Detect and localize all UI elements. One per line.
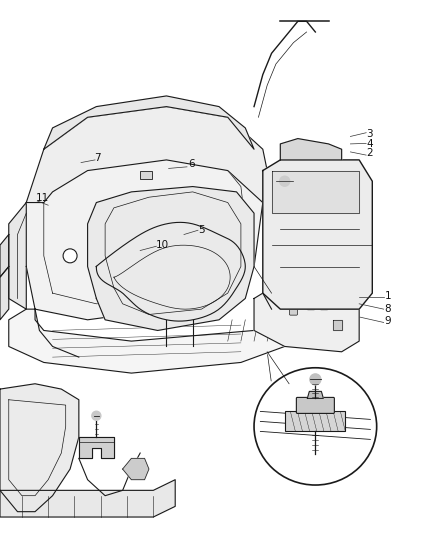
Polygon shape	[263, 160, 372, 309]
Text: 4: 4	[366, 139, 373, 149]
Polygon shape	[272, 171, 359, 213]
Text: 11: 11	[36, 193, 49, 203]
Polygon shape	[0, 235, 9, 277]
Text: 5: 5	[198, 225, 205, 235]
Text: 10: 10	[155, 240, 169, 250]
Text: 3: 3	[366, 130, 373, 139]
Text: 1: 1	[385, 292, 391, 301]
FancyBboxPatch shape	[290, 303, 297, 315]
Circle shape	[280, 176, 290, 186]
Polygon shape	[307, 391, 323, 398]
Polygon shape	[280, 139, 342, 160]
Polygon shape	[0, 384, 79, 512]
FancyBboxPatch shape	[320, 298, 328, 310]
Text: 8: 8	[385, 304, 391, 314]
Polygon shape	[9, 309, 298, 373]
Polygon shape	[88, 187, 254, 330]
Circle shape	[310, 374, 321, 385]
Polygon shape	[44, 96, 254, 149]
Bar	[140, 171, 152, 179]
Polygon shape	[333, 320, 342, 330]
Polygon shape	[0, 480, 175, 517]
FancyBboxPatch shape	[297, 398, 334, 414]
Polygon shape	[26, 107, 272, 203]
Polygon shape	[79, 437, 114, 458]
Bar	[286, 411, 345, 431]
Polygon shape	[0, 266, 9, 320]
Polygon shape	[9, 203, 26, 309]
Text: 7: 7	[95, 153, 101, 163]
Polygon shape	[123, 458, 149, 480]
Circle shape	[92, 411, 101, 420]
Text: 2: 2	[366, 148, 373, 158]
Text: 6: 6	[188, 159, 195, 169]
Circle shape	[63, 249, 77, 263]
FancyBboxPatch shape	[307, 298, 315, 310]
Text: 9: 9	[385, 316, 391, 326]
Polygon shape	[26, 139, 263, 320]
Polygon shape	[254, 288, 359, 352]
